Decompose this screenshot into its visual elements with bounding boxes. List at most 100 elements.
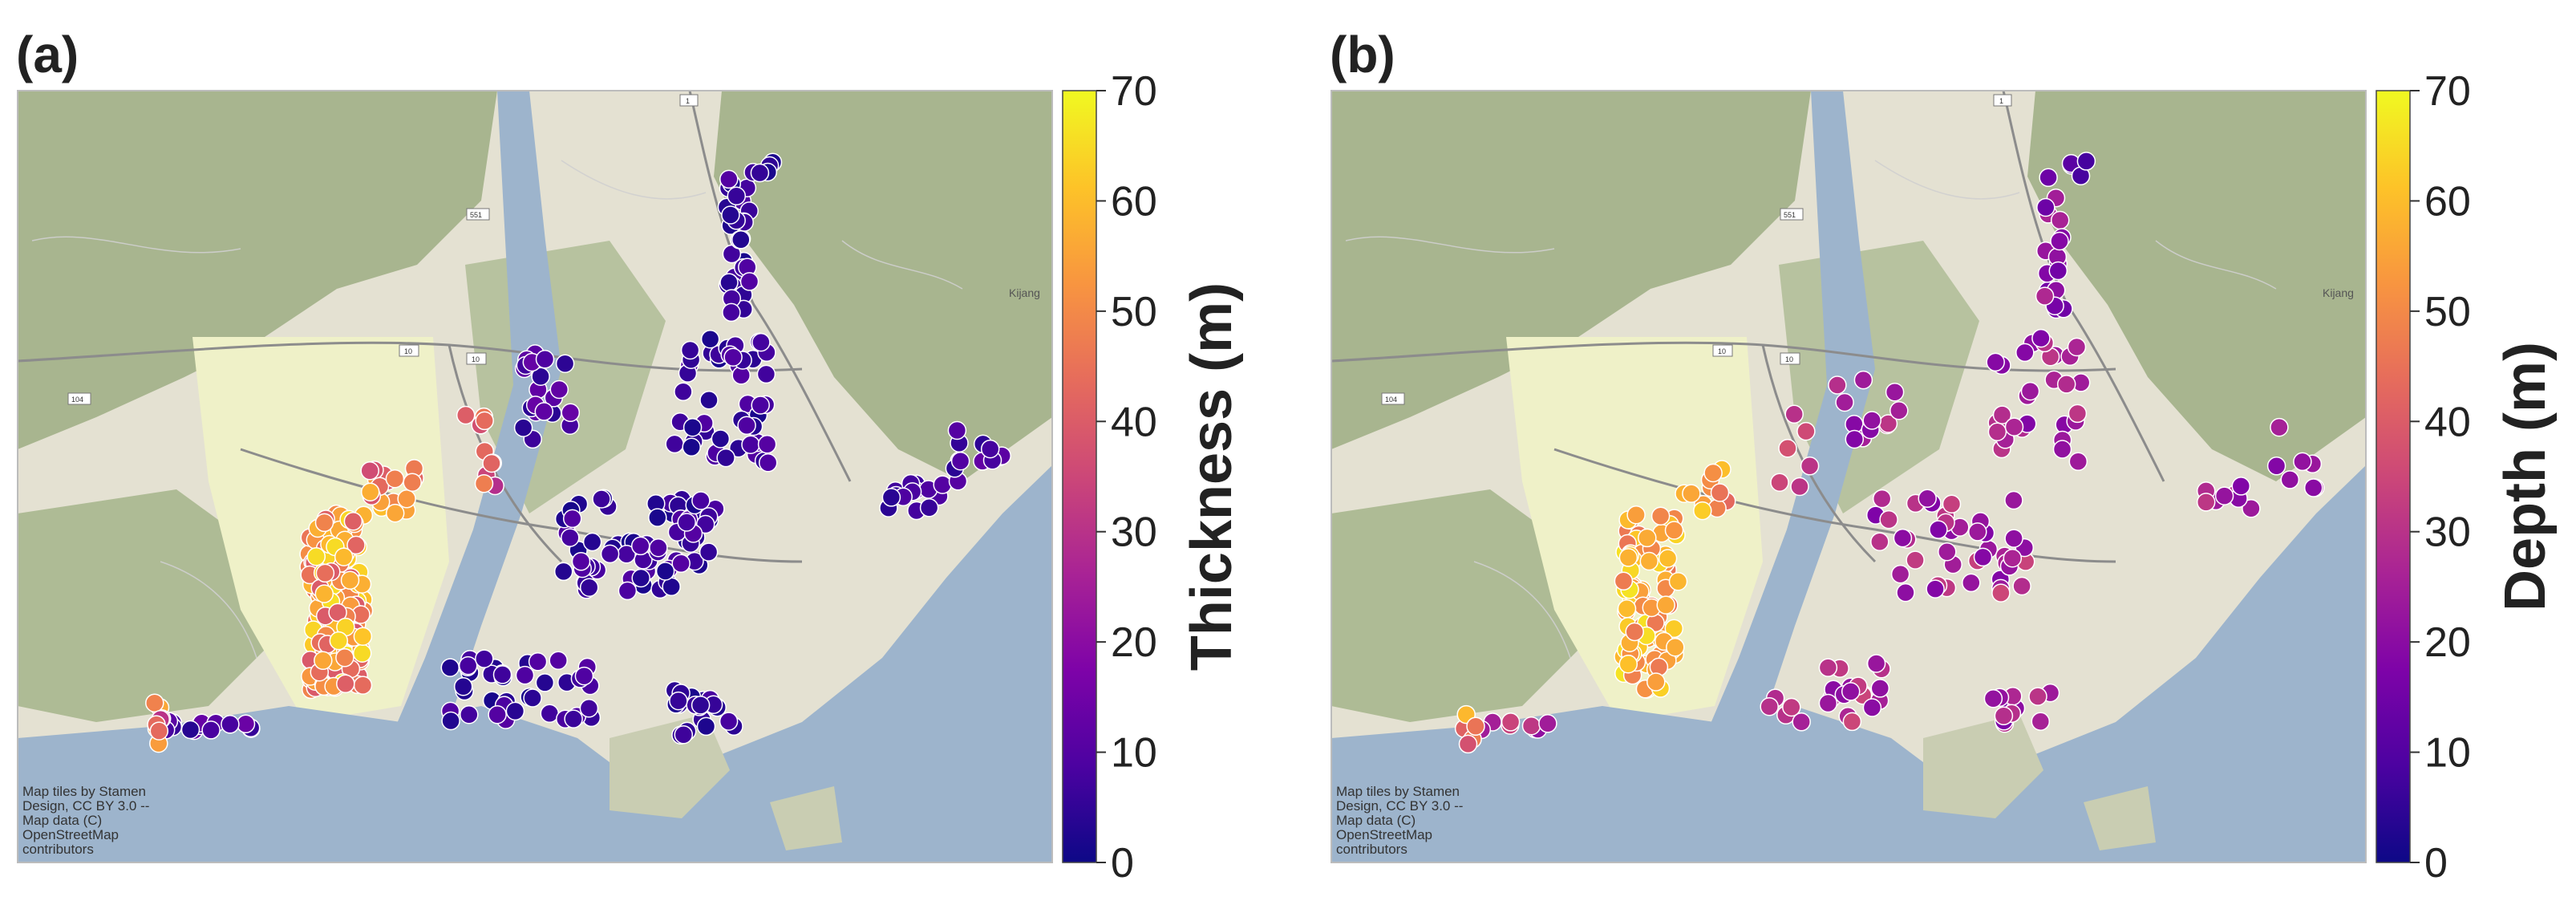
borehole-marker xyxy=(1618,548,1638,567)
borehole-marker xyxy=(236,714,256,734)
borehole-marker xyxy=(535,350,555,369)
borehole-marker xyxy=(2050,210,2070,230)
borehole-marker xyxy=(682,417,703,437)
borehole-marker xyxy=(2214,486,2234,505)
borehole-marker xyxy=(553,562,573,582)
svg-text:Map data (C): Map data (C) xyxy=(22,813,102,828)
borehole-marker xyxy=(2303,478,2323,497)
borehole-marker xyxy=(919,498,939,517)
borehole-marker xyxy=(1983,688,2003,708)
borehole-marker xyxy=(314,513,334,533)
borehole-marker xyxy=(1501,712,1521,732)
borehole-marker xyxy=(1638,528,1657,548)
svg-text:OpenStreetMap: OpenStreetMap xyxy=(1336,827,1432,842)
borehole-marker xyxy=(1466,716,1485,737)
borehole-marker xyxy=(2031,712,2051,731)
borehole-marker xyxy=(1929,520,1948,539)
borehole-marker xyxy=(1962,573,1981,593)
borehole-marker xyxy=(691,696,711,715)
borehole-marker xyxy=(513,418,533,437)
borehole-marker xyxy=(691,491,711,510)
borehole-marker xyxy=(2012,576,2031,596)
borehole-marker xyxy=(180,720,200,740)
svg-text:551: 551 xyxy=(1784,211,1796,219)
borehole-marker xyxy=(482,453,501,473)
borehole-marker xyxy=(592,489,611,509)
borehole-marker xyxy=(600,544,620,564)
borehole-marker xyxy=(721,205,740,225)
borehole-marker xyxy=(1942,494,1962,514)
borehole-marker xyxy=(1682,484,1701,503)
borehole-marker xyxy=(475,411,494,431)
svg-text:contributors: contributors xyxy=(22,842,94,857)
borehole-marker xyxy=(1668,571,1688,591)
colorbar: 0 10 20 30 40 50 60 70 Depth (m) xyxy=(2376,68,2558,887)
borehole-marker xyxy=(561,528,580,547)
map-frame xyxy=(17,90,1053,863)
borehole-marker xyxy=(1792,712,1811,732)
borehole-marker xyxy=(719,712,739,731)
colorbar-tick-label: 20 xyxy=(2424,619,2471,666)
borehole-marker xyxy=(1458,734,1478,754)
borehole-marker xyxy=(549,379,569,400)
borehole-marker xyxy=(741,435,760,454)
borehole-marker xyxy=(2052,440,2072,459)
borehole-marker xyxy=(353,627,373,646)
svg-text:1: 1 xyxy=(686,97,690,105)
borehole-marker xyxy=(353,676,373,695)
borehole-marker xyxy=(2056,375,2076,394)
colorbar-gradient xyxy=(2376,90,2411,863)
borehole-marker xyxy=(671,554,691,574)
borehole-marker xyxy=(335,648,354,668)
borehole-marker xyxy=(441,711,460,731)
borehole-marker xyxy=(1796,421,1816,441)
borehole-marker xyxy=(1800,457,1820,476)
borehole-marker xyxy=(360,461,379,481)
borehole-marker xyxy=(2015,343,2035,363)
borehole-marker xyxy=(727,186,747,206)
borehole-marker xyxy=(1968,522,1987,542)
borehole-marker xyxy=(315,563,335,583)
borehole-marker xyxy=(352,643,372,663)
borehole-marker xyxy=(1866,654,1886,673)
colorbar-gradient xyxy=(1062,90,1097,863)
borehole-marker xyxy=(1862,411,1881,430)
borehole-marker xyxy=(1778,438,1797,458)
colorbar-tick-label: 30 xyxy=(1111,509,1157,556)
borehole-marker xyxy=(571,552,591,571)
borehole-marker xyxy=(460,704,479,724)
borehole-marker xyxy=(1918,489,1937,509)
colorbar-ticks: 0 10 20 30 40 50 60 70 xyxy=(1096,68,1157,887)
borehole-marker xyxy=(1991,583,2011,603)
map-credit: Map tiles by Stamen Design, CC BY 3.0 --… xyxy=(1336,784,1463,857)
borehole-marker xyxy=(757,435,777,454)
borehole-marker xyxy=(1885,383,1905,402)
borehole-marker xyxy=(1992,405,2012,424)
borehole-marker xyxy=(669,691,688,711)
borehole-marker xyxy=(1906,550,1925,570)
borehole-marker xyxy=(1835,392,1854,412)
place-label: Kijang xyxy=(2323,286,2354,299)
borehole-marker xyxy=(2003,548,2023,568)
borehole-marker xyxy=(474,473,494,493)
borehole-marker xyxy=(751,396,770,415)
borehole-marker xyxy=(385,503,405,523)
borehole-marker xyxy=(2270,417,2289,437)
borehole-marker xyxy=(1626,505,1646,525)
borehole-marker xyxy=(328,603,347,623)
borehole-marker xyxy=(649,538,668,558)
borehole-marker xyxy=(674,382,693,402)
borehole-marker xyxy=(2020,381,2040,401)
borehole-marker xyxy=(1666,637,1685,657)
borehole-marker xyxy=(618,581,638,601)
borehole-marker xyxy=(1656,595,1675,615)
svg-text:Design, CC BY 3.0 --: Design, CC BY 3.0 -- xyxy=(1336,798,1463,814)
borehole-marker xyxy=(723,347,743,367)
borehole-marker xyxy=(665,434,684,454)
borehole-marker xyxy=(403,473,422,492)
borehole-marker xyxy=(1896,582,1915,603)
borehole-points xyxy=(1454,152,2325,754)
borehole-marker xyxy=(201,720,221,740)
colorbar-tick-label: 50 xyxy=(1111,289,1157,335)
road-number-labels: 1 551 10 10 104 xyxy=(67,94,699,405)
